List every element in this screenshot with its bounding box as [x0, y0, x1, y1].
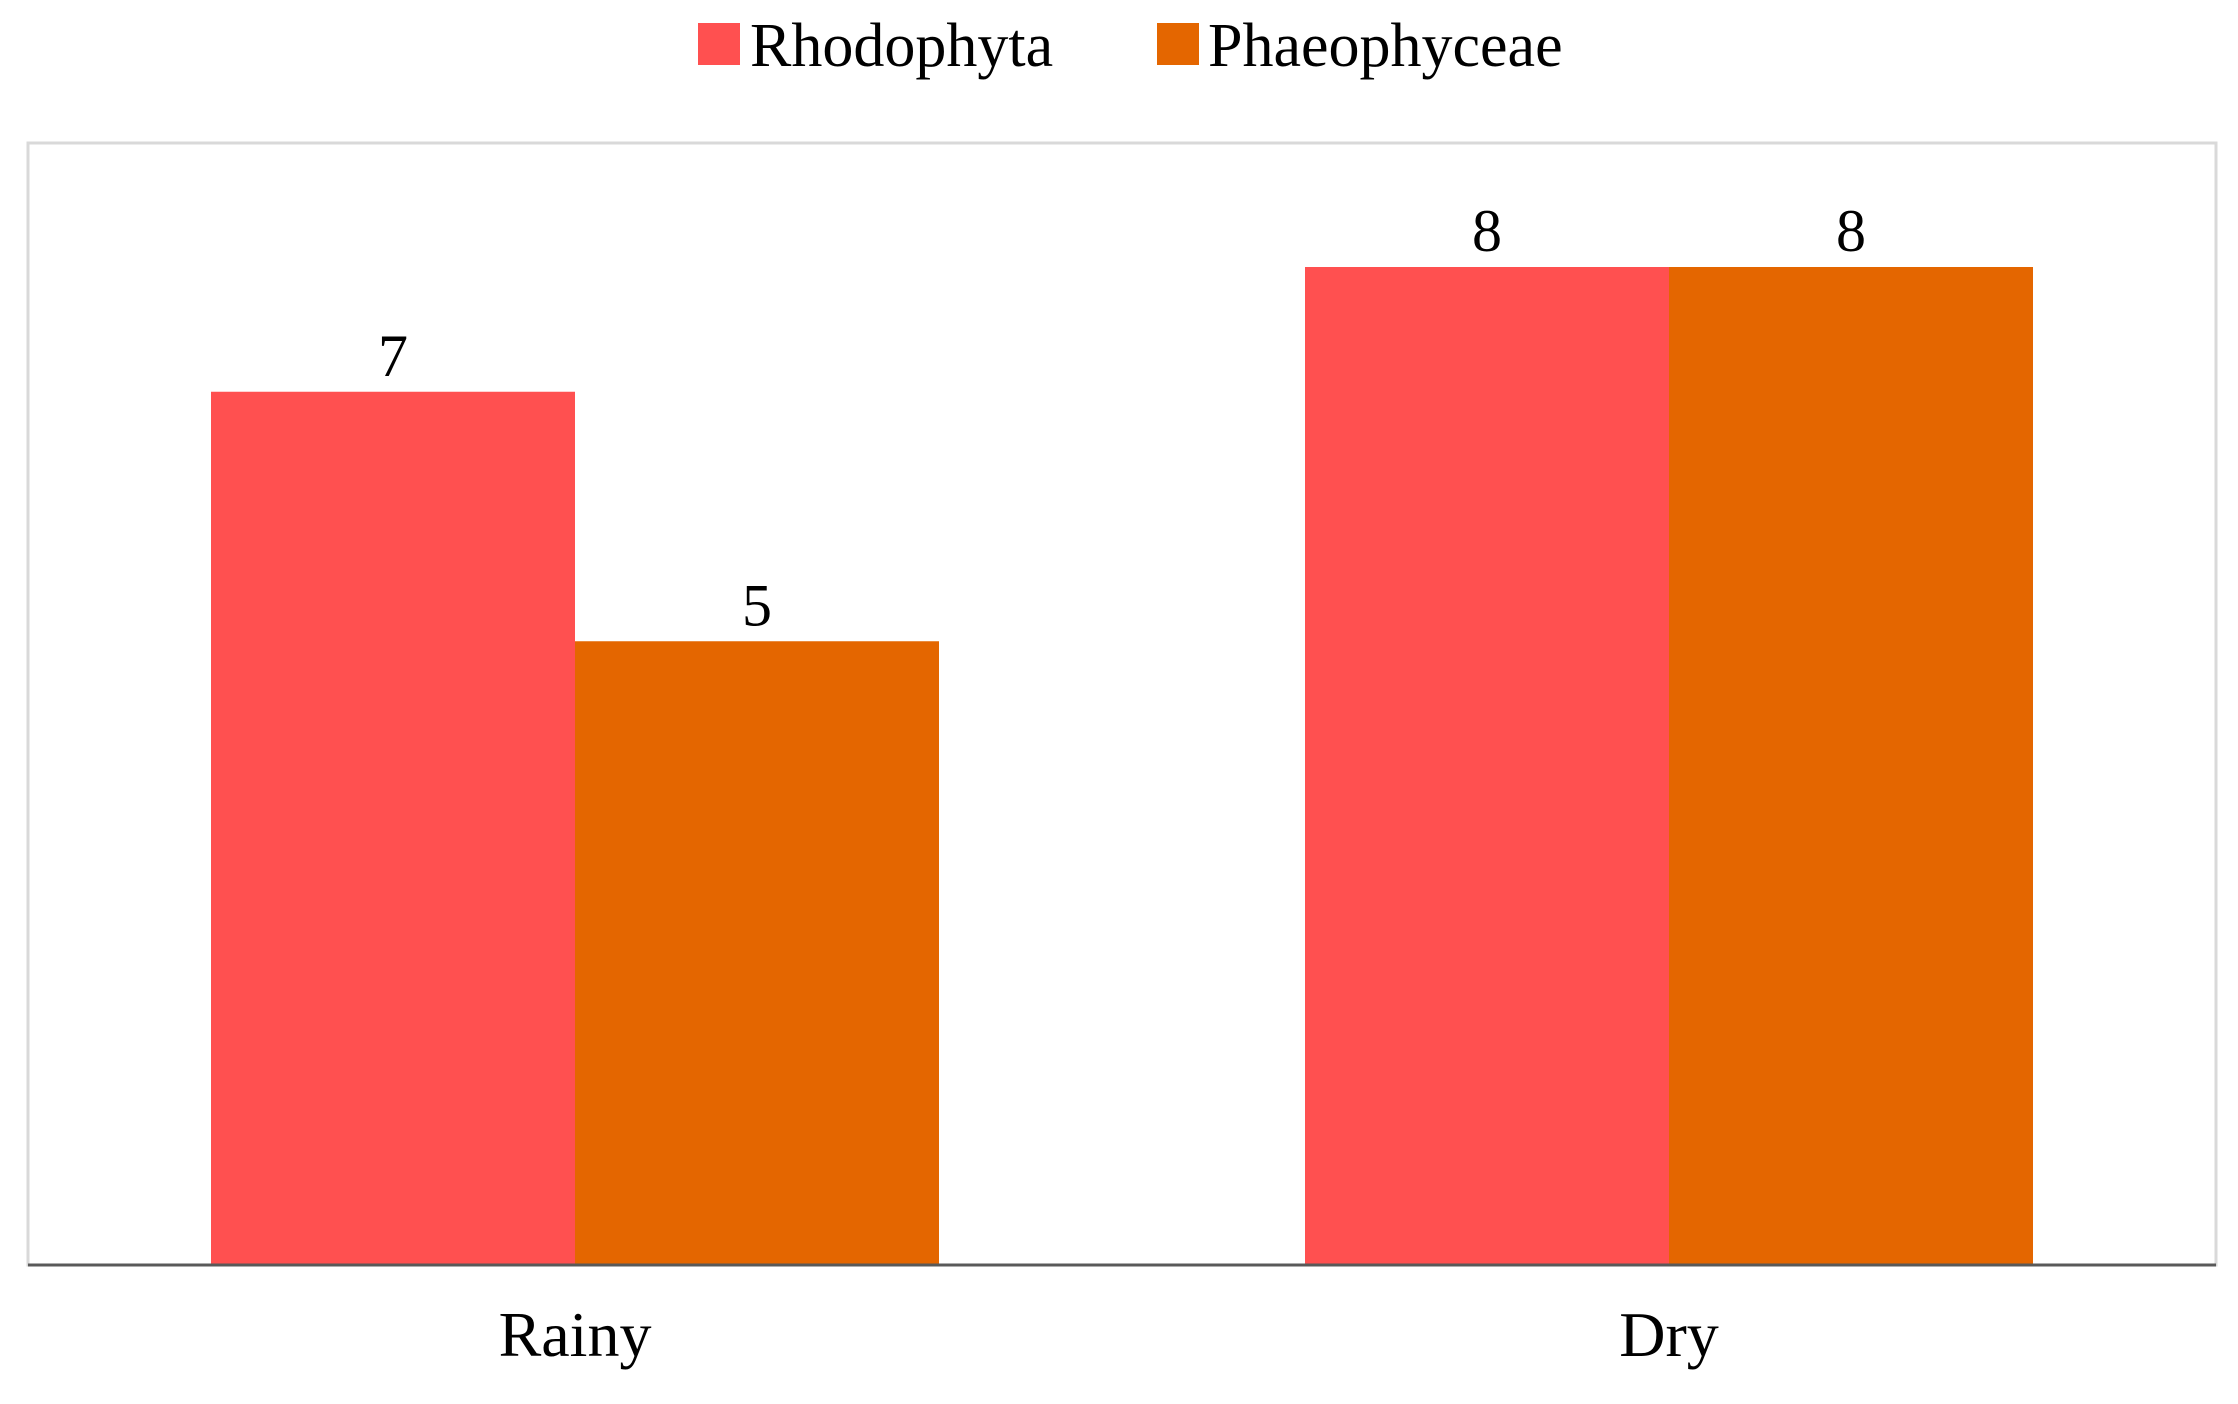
x-tick-label-rainy: Rainy	[499, 1299, 652, 1370]
data-label-rhodophyta-rainy: 7	[378, 323, 408, 389]
legend-label-phaeophyceae: Phaeophyceae	[1208, 12, 1563, 80]
data-label-phaeophyceae-dry: 8	[1836, 198, 1866, 264]
x-tick-label-dry: Dry	[1619, 1299, 1719, 1370]
legend-swatch-rhodophyta	[698, 23, 740, 65]
legend-label-rhodophyta: Rhodophyta	[750, 12, 1053, 80]
bar-phaeophyceae-rainy	[575, 641, 939, 1265]
bar-rhodophyta-dry	[1305, 267, 1669, 1265]
data-labels-group: 7 5 8 8	[378, 198, 1866, 638]
data-label-phaeophyceae-rainy: 5	[742, 572, 772, 638]
bar-phaeophyceae-dry	[1669, 267, 2033, 1265]
bar-rhodophyta-rainy	[211, 391, 575, 1265]
data-label-rhodophyta-dry: 8	[1472, 198, 1502, 264]
bars-group	[211, 267, 2033, 1265]
legend: Rhodophyta Phaeophyceae	[698, 12, 1563, 80]
legend-swatch-phaeophyceae	[1157, 23, 1199, 65]
